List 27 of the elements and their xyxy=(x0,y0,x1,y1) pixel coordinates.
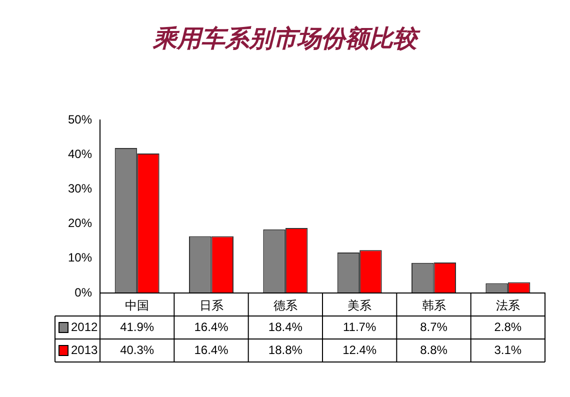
data-label: 40.3% xyxy=(120,342,154,357)
legend-label: 2012 xyxy=(71,320,98,334)
data-label: 16.4% xyxy=(194,342,229,357)
data-label: 12.4% xyxy=(342,342,377,357)
x-tick-label: 德系 xyxy=(273,298,298,313)
y-tick-label: 10% xyxy=(68,250,92,265)
x-tick-label: 法系 xyxy=(496,298,520,313)
data-label: 2.8% xyxy=(494,320,522,334)
data-label: 3.1% xyxy=(494,342,522,357)
data-label: 11.7% xyxy=(343,320,376,334)
x-tick-label: 中国 xyxy=(125,298,150,313)
x-tick-label: 韩系 xyxy=(422,298,446,313)
data-label: 16.4% xyxy=(194,320,229,334)
data-label: 41.9% xyxy=(120,320,154,334)
y-tick-label: 50% xyxy=(68,112,92,126)
y-tick-label: 20% xyxy=(68,216,92,230)
y-tick-label: 0% xyxy=(74,285,92,300)
data-label: 18.4% xyxy=(268,320,303,334)
y-tick-label: 40% xyxy=(68,146,92,161)
data-label: 18.8% xyxy=(268,342,303,357)
x-tick-label: 日系 xyxy=(199,298,224,313)
legend-label: 2013 xyxy=(71,342,98,357)
data-label: 8.7% xyxy=(420,320,448,334)
chart-title: 乘用车系别市场份额比较 xyxy=(152,26,421,53)
data-label: 8.8% xyxy=(420,342,448,357)
y-tick-label: 30% xyxy=(68,182,92,196)
x-tick-label: 美系 xyxy=(348,298,372,313)
